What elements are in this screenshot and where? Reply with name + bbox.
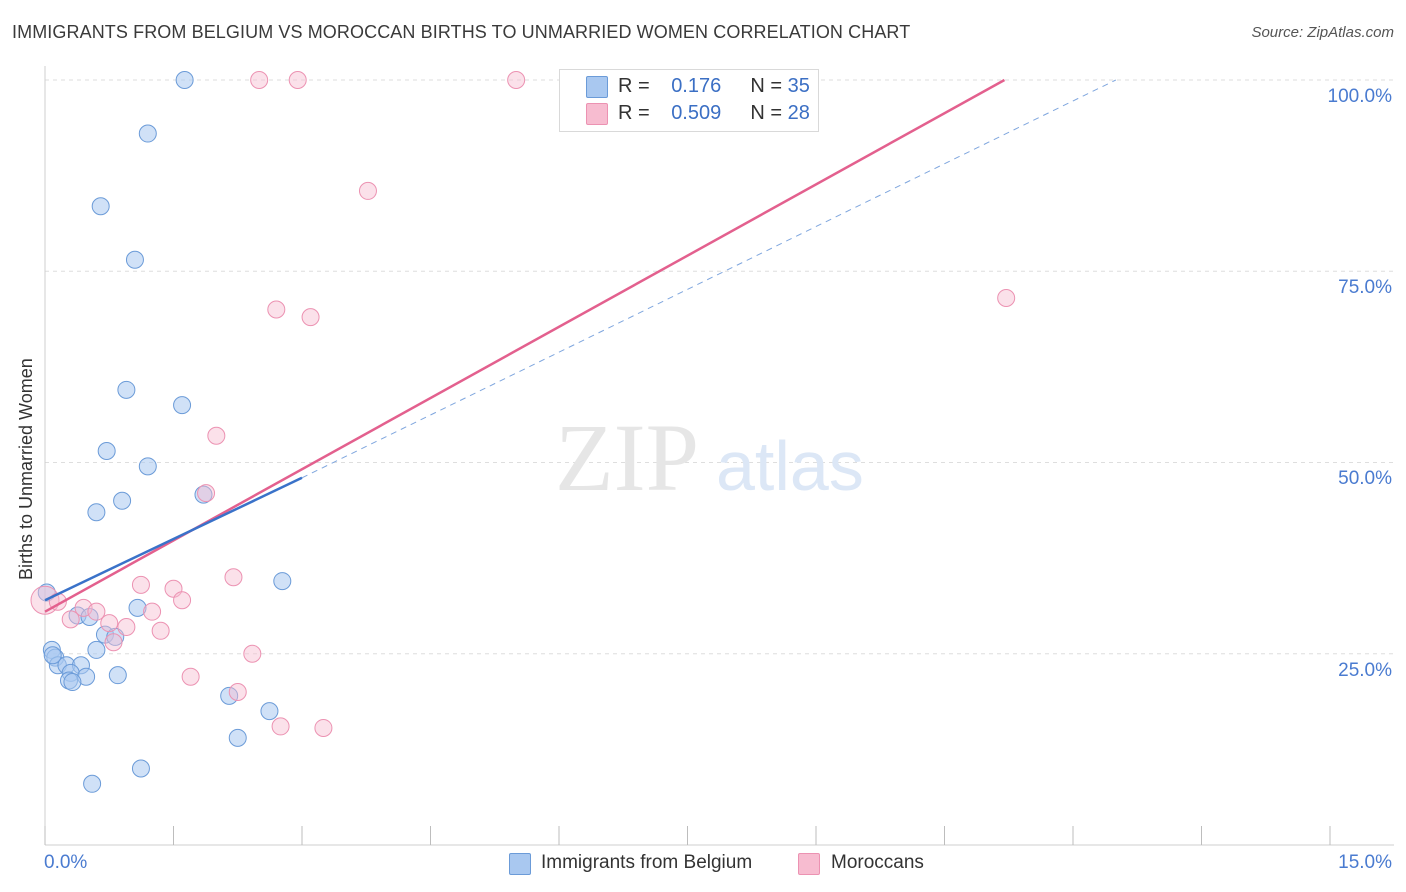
y-tick-50: 50.0% (1338, 468, 1392, 489)
bottom-legend-swatch-belgium (509, 853, 531, 875)
chart-title: IMMIGRANTS FROM BELGIUM VS MOROCCAN BIRT… (12, 22, 911, 42)
axes (44, 66, 1394, 846)
legend-swatch-belgium (586, 76, 608, 98)
belgium-point (138, 124, 157, 143)
watermark: ZIP atlas (555, 404, 864, 511)
moroccans-point (243, 644, 262, 663)
moroccans-point (271, 717, 290, 736)
legend-r-belgium: 0.176 (671, 75, 722, 97)
moroccans-point (61, 610, 80, 629)
moroccans-point (507, 71, 526, 89)
moroccans-point (207, 426, 226, 445)
moroccans-point (104, 633, 123, 652)
belgium-point (273, 572, 292, 591)
moroccans-point (301, 308, 320, 327)
belgium-point (220, 686, 239, 705)
legend-n-moroccans: 28 (787, 102, 810, 124)
moroccans-point (997, 289, 1016, 308)
belgium-point (63, 673, 82, 692)
moroccans-point (358, 181, 377, 200)
belgium-trend-line (44, 476, 303, 602)
legend-r-label: R = (618, 75, 650, 97)
legend-r-label: R = (618, 102, 650, 124)
moroccans-point (87, 602, 106, 621)
belgium-point (117, 380, 136, 399)
bottom-legend-swatch-moroccans (798, 853, 820, 875)
trend-lines (44, 78, 1117, 613)
y-tick-75: 75.0% (1338, 277, 1392, 298)
y-axis-label: Births to Unmarried Women (16, 358, 36, 580)
source-label: Source: ZipAtlas.com (1251, 24, 1394, 41)
legend-swatch-moroccans (586, 103, 608, 125)
moroccans-point (267, 300, 286, 319)
legend-n-label: N = (750, 75, 783, 97)
moroccans-point (288, 71, 307, 89)
bottom-legend-moroccans: Moroccans (831, 852, 924, 873)
x-tick-min: 0.0% (44, 852, 88, 873)
belgium-point (138, 457, 157, 476)
legend-n-label: N = (750, 102, 783, 124)
belgium-point (128, 598, 147, 617)
belgium-point (87, 640, 106, 659)
moroccans-point (314, 718, 333, 737)
belgium-point (43, 646, 62, 665)
moroccans-point (151, 621, 170, 640)
moroccans-point (228, 683, 247, 701)
belgium-point (260, 702, 279, 721)
belgium-point (175, 71, 194, 89)
moroccans-point (117, 617, 136, 636)
moroccans-point (131, 575, 150, 594)
moroccans-point (197, 484, 216, 503)
bottom-legend-belgium: Immigrants from Belgium (541, 852, 753, 873)
moroccans-point (100, 614, 119, 633)
moroccans-point (250, 71, 269, 89)
belgium-point (91, 197, 110, 216)
watermark-zip: ZIP (555, 404, 699, 511)
moroccans-point (181, 667, 200, 686)
belgium-point (131, 759, 150, 778)
belgium-point (113, 491, 132, 510)
moroccans-point (224, 568, 243, 587)
belgium-point (228, 728, 247, 747)
belgium-point (125, 250, 144, 269)
stats-legend: R = 0.176 N = 35 R = 0.509 N = 28 (559, 69, 819, 132)
belgium-point (97, 442, 116, 461)
belgium-point (108, 666, 127, 685)
legend-r-moroccans: 0.509 (671, 102, 722, 124)
watermark-atlas: atlas (716, 427, 864, 505)
legend-n-belgium: 35 (787, 75, 810, 97)
belgium-point (83, 774, 102, 793)
belgium-trend-extension (301, 79, 1117, 479)
moroccans-point (143, 602, 162, 621)
y-tick-25: 25.0% (1338, 660, 1392, 681)
legend-row-moroccans: R = 0.509 N = 28 (618, 102, 810, 125)
belgium-point (173, 396, 192, 415)
x-tick-max: 15.0% (1338, 852, 1392, 873)
y-tick-100: 100.0% (1327, 86, 1392, 107)
legend-row-belgium: R = 0.176 N = 35 (618, 75, 810, 98)
moroccans-point (173, 591, 192, 610)
belgium-point (87, 503, 106, 522)
data-points (30, 71, 1016, 793)
grid-lines (45, 79, 1394, 655)
